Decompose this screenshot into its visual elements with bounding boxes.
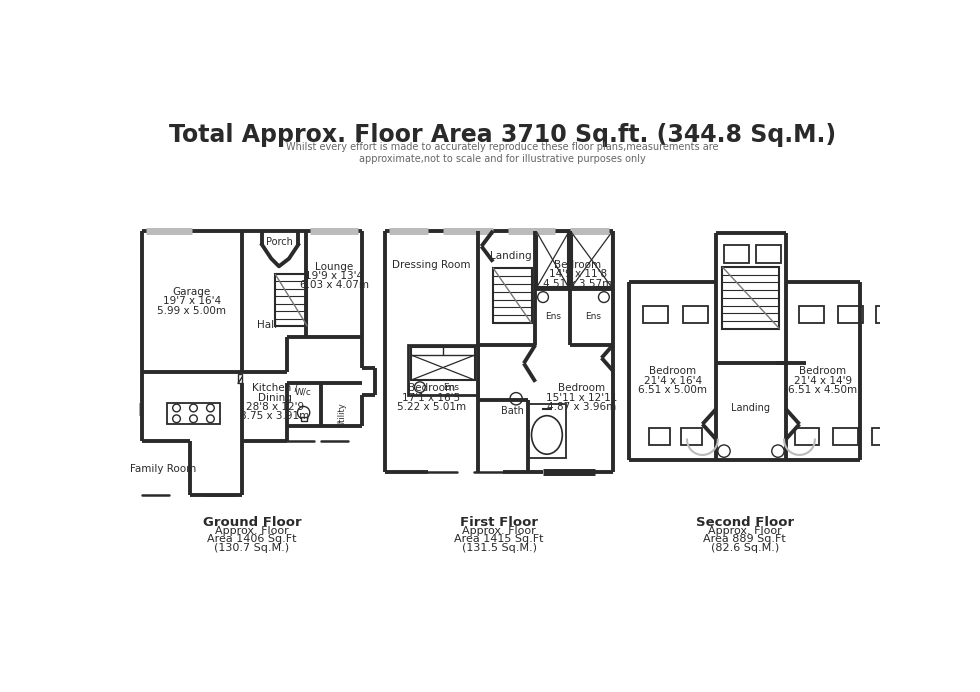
Bar [411, 347, 475, 381]
Bar [681, 428, 703, 445]
Bar [722, 267, 779, 329]
Text: Family Room: Family Room [130, 464, 197, 474]
Text: Dining: Dining [258, 392, 292, 403]
Text: Landing: Landing [731, 403, 770, 413]
Bar [238, 374, 242, 383]
Text: Kitchen /: Kitchen / [252, 383, 298, 393]
Bar [493, 268, 531, 323]
Text: 28'8 x 12'9: 28'8 x 12'9 [246, 402, 304, 412]
Text: Ground Floor: Ground Floor [203, 516, 301, 529]
Text: Ens: Ens [585, 311, 601, 320]
Text: 8.75 x 3.91m: 8.75 x 3.91m [240, 411, 310, 421]
Text: 6.03 x 4.07m: 6.03 x 4.07m [300, 280, 368, 290]
Text: 19'7 x 16'4: 19'7 x 16'4 [163, 296, 221, 307]
Text: (131.5 Sq.M.): (131.5 Sq.M.) [462, 543, 537, 553]
Text: Area 889 Sq.Ft: Area 889 Sq.Ft [704, 534, 786, 545]
Text: 4.87 x 3.96m: 4.87 x 3.96m [547, 402, 616, 412]
Bar [757, 245, 781, 263]
Text: Landing: Landing [490, 251, 531, 261]
Bar [537, 233, 568, 287]
Text: Ens: Ens [443, 383, 459, 392]
Text: Approx. Floor: Approx. Floor [708, 526, 782, 536]
Bar [643, 307, 667, 323]
Text: 6.51 x 5.00m: 6.51 x 5.00m [638, 385, 708, 395]
Text: Bedroom: Bedroom [554, 260, 602, 270]
Text: Hall: Hall [258, 320, 277, 330]
Text: 6.51 x 4.50m: 6.51 x 4.50m [788, 385, 858, 395]
Text: Utility: Utility [337, 403, 347, 428]
Text: 21'4 x 16'4: 21'4 x 16'4 [644, 376, 702, 385]
Text: Area 1415 Sq.Ft: Area 1415 Sq.Ft [455, 534, 544, 545]
Text: 15'11 x 12'11: 15'11 x 12'11 [546, 392, 617, 403]
Text: (130.7 Sq.M.): (130.7 Sq.M.) [215, 543, 289, 553]
Text: 4.51 x 3.57m: 4.51 x 3.57m [543, 279, 612, 289]
Text: 19'9 x 13'4: 19'9 x 13'4 [306, 271, 364, 281]
Bar [800, 307, 824, 323]
Text: Bedroom: Bedroom [558, 383, 605, 393]
Text: Bath: Bath [501, 406, 523, 417]
Text: Second Floor: Second Floor [696, 516, 794, 529]
Text: Approx. Floor: Approx. Floor [463, 526, 536, 536]
Bar [838, 307, 862, 323]
Text: Bedroom: Bedroom [649, 366, 697, 376]
Text: 5.99 x 5.00m: 5.99 x 5.00m [158, 306, 226, 316]
Bar [833, 428, 858, 445]
Bar [168, 403, 220, 424]
Text: Ens: Ens [545, 311, 562, 320]
Bar [683, 307, 708, 323]
Text: Total Approx. Floor Area 3710 Sq.ft. (344.8 Sq.M.): Total Approx. Floor Area 3710 Sq.ft. (34… [169, 123, 836, 147]
Text: Whilst every effort is made to accurately reproduce these floor plans,measuremen: Whilst every effort is made to accuratel… [286, 143, 718, 164]
Bar [571, 233, 612, 287]
Text: Dressing Room: Dressing Room [392, 260, 470, 270]
Bar [876, 307, 902, 323]
Text: Porch: Porch [266, 237, 292, 247]
Text: (82.6 Sq.M.): (82.6 Sq.M.) [710, 543, 779, 553]
Bar [872, 428, 897, 445]
Text: 21'4 x 14'9: 21'4 x 14'9 [794, 376, 852, 385]
Text: Approx. Floor: Approx. Floor [216, 526, 289, 536]
Bar [795, 428, 819, 445]
Bar [301, 417, 307, 421]
Text: Area 1406 Sq.Ft: Area 1406 Sq.Ft [207, 534, 297, 545]
Text: Garage: Garage [172, 287, 211, 297]
Bar [724, 245, 749, 263]
Text: 14'9 x 11'8: 14'9 x 11'8 [549, 269, 607, 280]
Bar [527, 404, 566, 458]
Text: 17'1 x 16'5: 17'1 x 16'5 [403, 392, 461, 403]
Bar [649, 428, 670, 445]
Bar [409, 345, 477, 395]
Text: Lounge: Lounge [316, 262, 354, 272]
Text: First Floor: First Floor [461, 516, 538, 529]
Bar [139, 403, 143, 417]
Text: W/c: W/c [295, 388, 312, 397]
Bar [723, 307, 748, 323]
Text: Bedroom: Bedroom [408, 383, 455, 393]
Bar [275, 274, 308, 327]
Text: 5.22 x 5.01m: 5.22 x 5.01m [397, 402, 466, 412]
Text: Bedroom: Bedroom [800, 366, 847, 376]
